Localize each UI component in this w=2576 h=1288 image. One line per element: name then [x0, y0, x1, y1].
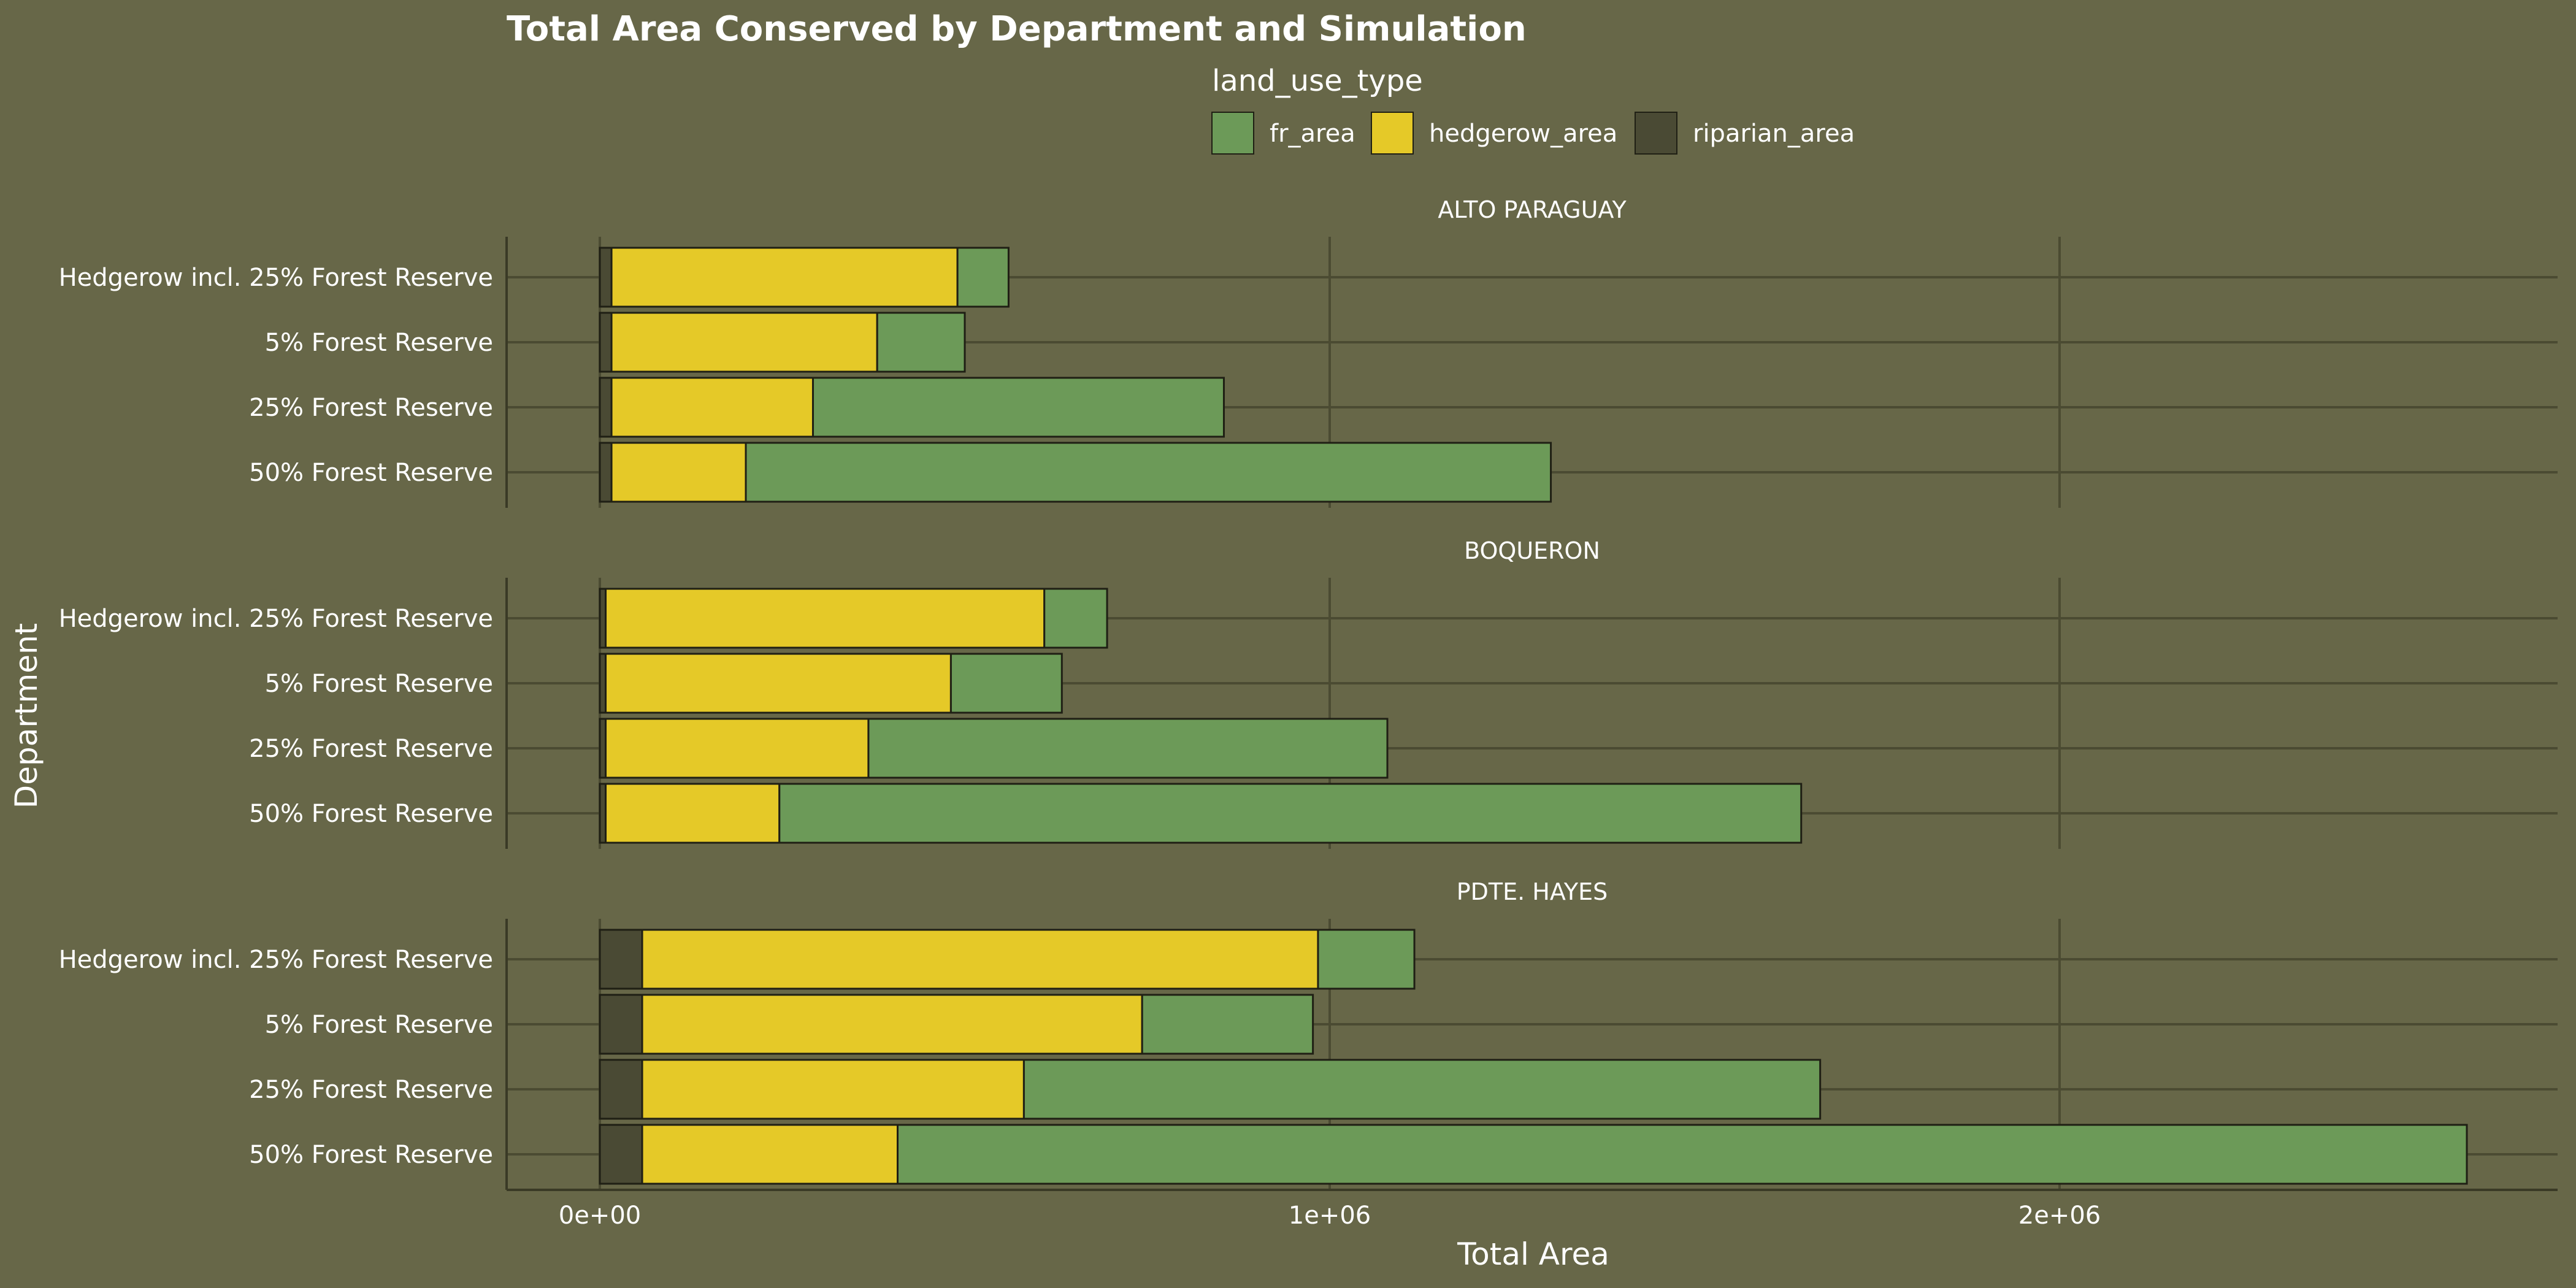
x-axis: 0e+00 1e+06 2e+06: [507, 1189, 2558, 1230]
bar-fr-area: [1141, 994, 1314, 1055]
bar-riparian-area: [599, 312, 613, 373]
x-tick-label: 0e+00: [559, 1202, 641, 1230]
bar-riparian-area: [599, 377, 613, 438]
bar-riparian-area: [599, 929, 643, 990]
category-label: 5% Forest Reserve: [265, 1011, 493, 1039]
chart-title: Total Area Conserved by Department and S…: [507, 9, 1527, 49]
legend-swatch-hedgerow-area: [1371, 112, 1414, 155]
category-label: 50% Forest Reserve: [249, 459, 493, 487]
legend-label-riparian-area: riparian_area: [1693, 120, 1855, 148]
legend-label-fr-area: fr_area: [1270, 120, 1355, 148]
x-tick-label: 1e+06: [1289, 1202, 1371, 1230]
panel-strip-label: PDTE. HAYES: [1457, 878, 1608, 905]
bar-fr-area: [876, 312, 966, 373]
bar-riparian-area: [599, 994, 643, 1055]
bar-riparian-area: [599, 1124, 643, 1185]
category-label: Hedgerow incl. 25% Forest Reserve: [59, 605, 493, 633]
bar-hedgerow-area: [605, 718, 870, 779]
bar-hedgerow-area: [641, 929, 1319, 990]
category-label: 50% Forest Reserve: [249, 800, 493, 828]
category-label: 25% Forest Reserve: [249, 1076, 493, 1104]
legend-items: fr_area hedgerow_area riparian_area: [1211, 112, 1855, 155]
legend-label-hedgerow-area: hedgerow_area: [1429, 120, 1617, 148]
category-label: 50% Forest Reserve: [249, 1141, 493, 1169]
facet-panels: ALTO PARAGUAY Hedgerow incl. 25% Forest R…: [59, 196, 2558, 1190]
legend-item-hedgerow-area: hedgerow_area: [1371, 112, 1617, 155]
panel-pdte-hayes: PDTE. HAYES Hedgerow incl. 25% Forest Res…: [59, 878, 2558, 1190]
bar-fr-area: [811, 377, 1225, 438]
y-axis-title: Department: [9, 623, 44, 809]
bar-hedgerow-area: [605, 588, 1046, 649]
legend-item-riparian-area: riparian_area: [1635, 112, 1855, 155]
bar-riparian-area: [599, 247, 613, 308]
category-label: 5% Forest Reserve: [265, 329, 493, 357]
bar-hedgerow-area: [605, 783, 781, 844]
x-axis-title: Total Area: [1457, 1236, 1609, 1272]
bar-fr-area: [1043, 588, 1108, 649]
bar-fr-area: [1317, 929, 1416, 990]
category-label: 25% Forest Reserve: [249, 394, 493, 422]
bar-hedgerow-area: [605, 653, 952, 714]
bar-fr-area: [897, 1124, 2468, 1185]
legend-swatch-riparian-area: [1635, 112, 1677, 155]
bar-hedgerow-area: [641, 1124, 899, 1185]
bar-fr-area: [949, 653, 1063, 714]
bar-hedgerow-area: [641, 994, 1143, 1055]
x-tick-label: 2e+06: [2018, 1202, 2101, 1230]
bar-fr-area: [1022, 1059, 1822, 1120]
category-label: Hedgerow incl. 25% Forest Reserve: [59, 264, 493, 292]
bar-fr-area: [745, 442, 1552, 503]
legend-swatch-fr-area: [1211, 112, 1254, 155]
bar-hedgerow-area: [610, 442, 747, 503]
legend-title: land_use_type: [1212, 64, 1423, 98]
bar-riparian-area: [599, 1059, 643, 1120]
panel-strip-label: BOQUERON: [1464, 537, 1600, 564]
bar-fr-area: [867, 718, 1389, 779]
bar-fr-area: [778, 783, 1803, 844]
bar-hedgerow-area: [610, 312, 878, 373]
category-label: 5% Forest Reserve: [265, 670, 493, 698]
panel-boqueron: BOQUERON Hedgerow incl. 25% Forest Reserv…: [59, 537, 2558, 849]
panel-strip-label: ALTO PARAGUAY: [1438, 196, 1627, 223]
panel-alto-paraguay: ALTO PARAGUAY Hedgerow incl. 25% Forest R…: [59, 196, 2558, 508]
category-label: Hedgerow incl. 25% Forest Reserve: [59, 946, 493, 974]
legend-item-fr-area: fr_area: [1211, 112, 1355, 155]
legend: land_use_type fr_area hedgerow_area ripari…: [1211, 64, 1855, 155]
bar-hedgerow-area: [610, 247, 959, 308]
bar-hedgerow-area: [610, 377, 814, 438]
bar-hedgerow-area: [641, 1059, 1025, 1120]
bar-fr-area: [956, 247, 1010, 308]
bar-riparian-area: [599, 442, 613, 503]
category-label: 25% Forest Reserve: [249, 735, 493, 763]
